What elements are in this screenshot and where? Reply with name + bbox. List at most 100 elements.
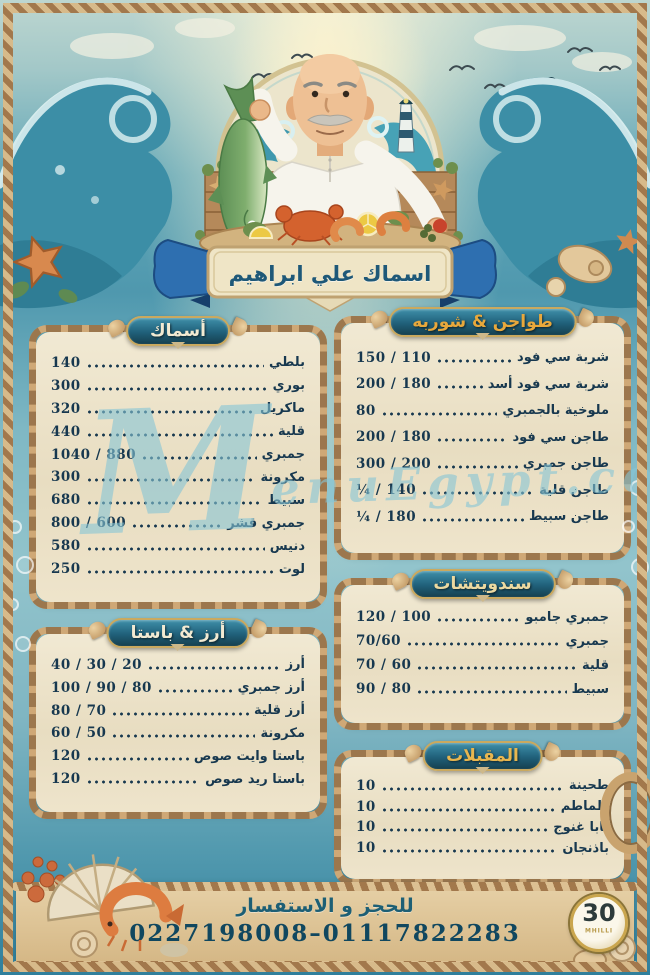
phone-numbers: 0227198008–01117822283 [129, 920, 521, 947]
item-name: أرز جمبري [237, 680, 305, 696]
item-name: جمبري جامبو [525, 609, 609, 625]
item-price: 580 [51, 538, 81, 555]
menu-item-row: سبيط 90 / 80 [356, 681, 609, 697]
item-name: بلطي [268, 355, 305, 371]
footer-banner: للحجز و الاستفسار 0227198008–01117822283 [12, 882, 638, 970]
item-price: 800 / 600 [51, 515, 127, 532]
menu-item-row: طاجن قلية ¼ / 140 [356, 482, 609, 498]
section-header-rice-pasta: أرز & باستا [86, 618, 270, 651]
menu-item-row: جمبري جامبو 120 / 100 [356, 609, 609, 625]
item-price: 120 [51, 748, 81, 765]
menu-item-row: طاجن جمبري 300 / 200 [356, 456, 609, 472]
section-title: سندويتشات [433, 574, 532, 594]
dotted-leader [131, 522, 223, 531]
dotted-leader [421, 489, 535, 497]
item-price: 300 [51, 377, 81, 394]
dotted-leader [406, 640, 561, 648]
item-name: أرز [285, 657, 305, 673]
dotted-leader [85, 361, 264, 370]
bubble-icon [6, 598, 19, 611]
dotted-leader [85, 499, 263, 508]
section-header-appetizers: المقبلات [401, 741, 563, 774]
menu-item-row: بلطي 140 [51, 355, 305, 371]
item-name: أرز قلية [254, 703, 305, 719]
dotted-leader [416, 688, 567, 696]
dotted-leader [141, 453, 257, 462]
item-name: سبيط [267, 492, 305, 508]
menu-item-row: مكرونة 60 / 50 [51, 725, 305, 741]
menu-item-row: بوري 300 [51, 378, 305, 394]
item-price: 140 [51, 354, 81, 371]
dotted-leader [85, 755, 189, 764]
dotted-leader [380, 847, 558, 856]
menu-item-row: دنيس 580 [51, 538, 305, 554]
bubble-icon [630, 480, 646, 496]
menu-item-row: شربة سي فود أسد 200 / 180 [356, 376, 609, 392]
item-name: قلية [581, 657, 609, 673]
menu-item-row: طماطم 10 [356, 799, 609, 815]
section-header-fish: أسماك [105, 316, 250, 349]
dotted-leader [380, 409, 498, 418]
bubble-icon [15, 636, 31, 652]
item-price: 10 [356, 819, 376, 836]
item-price: 70 / 60 [356, 657, 412, 673]
menu-item-row: سبيط 680 [51, 492, 305, 508]
menu-item-row: جمبري قشر 800 / 600 [51, 515, 305, 531]
item-name: مكرونة [260, 469, 305, 485]
item-price: 60 / 50 [51, 725, 107, 742]
section-fish: أسماك بلطي 140 بوري 300 ماكريل 320 قلية 440 جمبر… [29, 316, 327, 609]
item-price: 70/60 [356, 633, 402, 649]
dotted-leader [421, 515, 524, 524]
item-price: 10 [356, 798, 376, 815]
item-price: 250 [51, 561, 81, 578]
wave-left [0, 77, 173, 309]
item-name: مكرونة [260, 725, 305, 741]
bubble-icon [622, 520, 635, 533]
item-price: 440 [51, 423, 81, 440]
dotted-leader [111, 709, 250, 718]
dotted-leader [380, 826, 549, 835]
item-price: 10 [356, 777, 376, 794]
menu-item-row: قلية 70 / 60 [356, 657, 609, 673]
item-price: 680 [51, 492, 81, 509]
item-price: 120 [51, 771, 81, 788]
badge-subtext: MHILLI [584, 927, 614, 934]
dotted-leader [85, 407, 255, 416]
reservation-label: للحجز و الاستفسار [236, 895, 414, 917]
item-name: بوري [272, 378, 305, 394]
item-price: ¼ / 180 [356, 508, 417, 525]
item-price: 80 [356, 402, 376, 419]
section-header-sandwiches: سندويتشات [389, 569, 576, 602]
dotted-leader [85, 568, 274, 577]
item-name: ملوخية بالجمبري [502, 403, 609, 418]
item-price: 300 / 200 [356, 455, 432, 472]
menu-item-row: جمبري 70/60 [356, 633, 609, 649]
item-name: طاجن سبيط [528, 509, 609, 524]
section-title: طواجن & شوربه [412, 312, 553, 332]
item-price: 200 / 180 [356, 429, 432, 445]
item-price: 120 / 100 [356, 609, 432, 625]
item-price: 320 [51, 400, 81, 417]
section-rice-pasta: أرز & باستا أرز 40 / 30 / 20 أرز جمبري 100 … [29, 618, 327, 819]
item-name: شربة سي فود أسد [487, 376, 609, 392]
menu-item-row: ماكريل 320 [51, 401, 305, 417]
section-title: أسماك [150, 321, 206, 341]
menu-item-row: شربة سي فود 150 / 110 [356, 350, 609, 366]
dotted-leader [380, 784, 564, 793]
item-price: 90 / 80 [356, 681, 412, 697]
dotted-leader [156, 686, 233, 695]
item-name: طاجن سي فود [512, 429, 609, 445]
dotted-leader [85, 384, 268, 393]
dotted-leader [436, 462, 518, 471]
dotted-leader [85, 545, 265, 554]
wave-right [477, 77, 650, 309]
item-name: ماكريل [259, 401, 305, 417]
menu-item-row: باستا ريد صوص 120 [51, 771, 305, 787]
item-price: 10 [356, 840, 376, 857]
item-name: جمبري [261, 447, 305, 463]
item-name: طاجن قلية [539, 482, 609, 498]
section-header-tagines-soup: طواجن & شوربه [367, 307, 597, 340]
item-name: باذنجان [562, 840, 609, 856]
menu-item-row: طاجن سي فود 200 / 180 [356, 429, 609, 445]
item-name: دنيس [269, 538, 305, 554]
